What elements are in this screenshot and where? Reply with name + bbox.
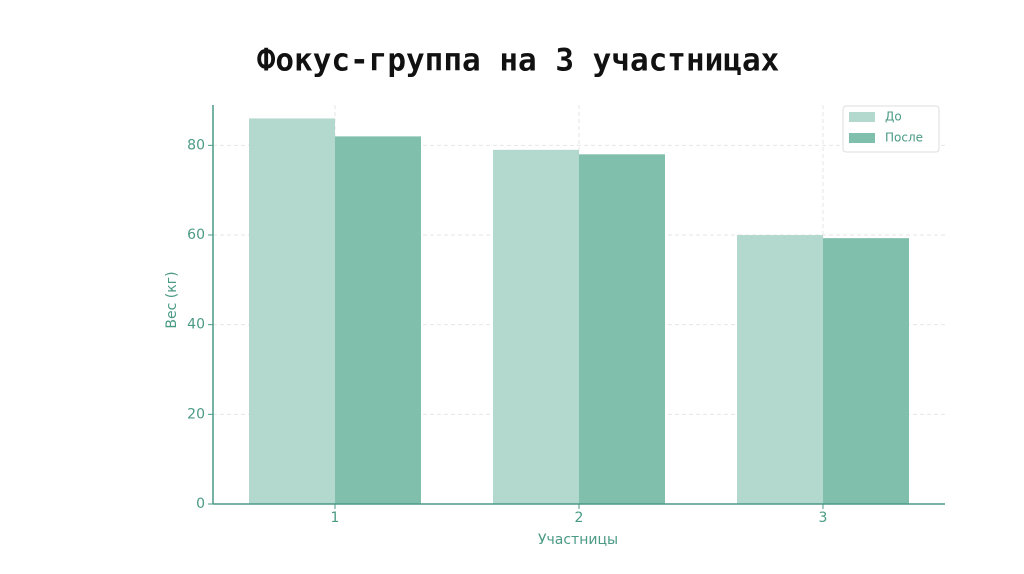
- bar: [249, 118, 335, 505]
- x-tick-label: 2: [575, 510, 584, 526]
- bar: [335, 136, 421, 504]
- legend-label: После: [885, 131, 923, 145]
- legend-label: До: [885, 110, 902, 124]
- legend-swatch: [849, 112, 875, 122]
- y-tick-label: 60: [187, 227, 205, 243]
- x-tick-label: 3: [819, 510, 828, 526]
- chart-title: Фокус-группа на 3 участницах: [257, 43, 780, 79]
- bar: [737, 235, 823, 504]
- y-tick-label: 80: [187, 137, 205, 153]
- legend-swatch: [849, 133, 875, 143]
- y-tick-label: 20: [187, 406, 205, 422]
- bar: [823, 238, 909, 504]
- x-tick-label: 1: [331, 510, 340, 526]
- y-axis-label: Вес (кг): [164, 271, 180, 328]
- bar: [579, 154, 665, 504]
- x-axis-label: Участницы: [538, 532, 618, 548]
- bar: [493, 149, 579, 504]
- y-tick-label: 40: [187, 317, 205, 333]
- y-tick-label: 0: [196, 496, 205, 512]
